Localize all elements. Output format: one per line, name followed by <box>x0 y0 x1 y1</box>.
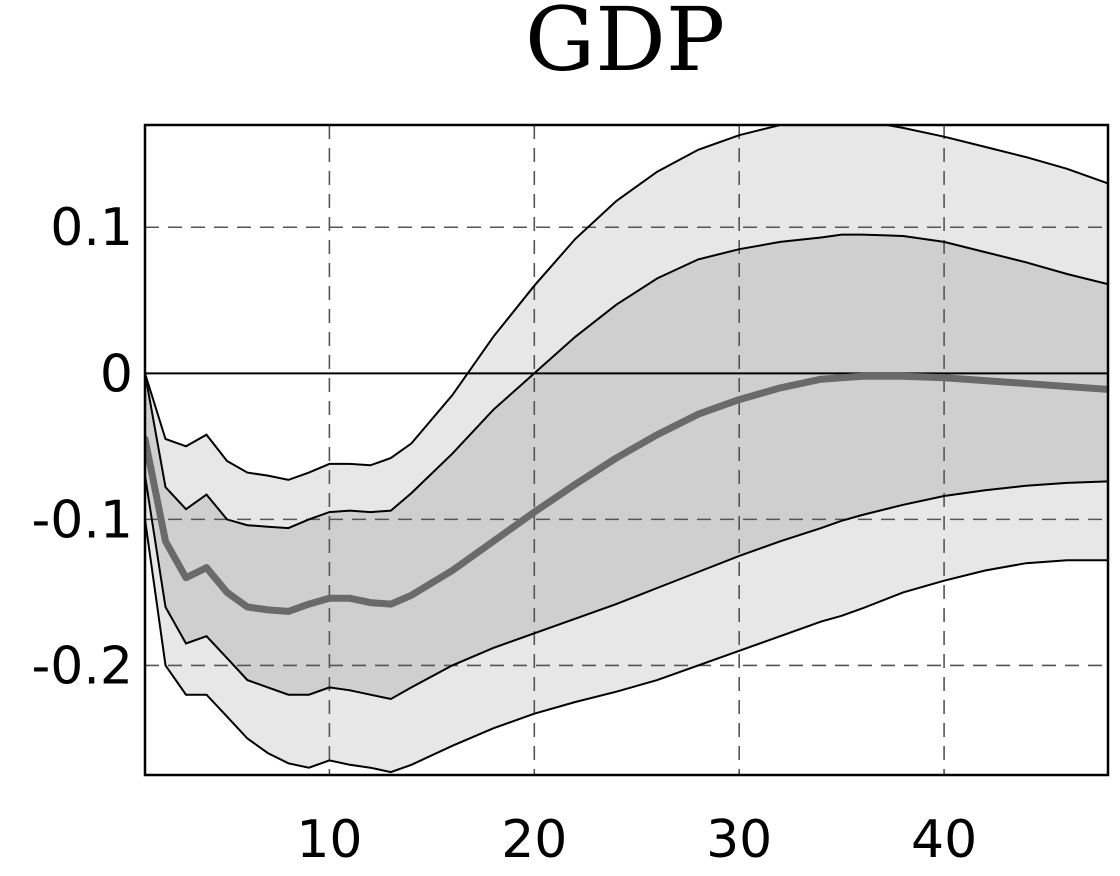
y-tick-label: 0 <box>100 344 133 404</box>
x-tick-labels: 10 20 30 40 <box>296 810 977 870</box>
band-edges <box>145 125 1108 774</box>
band-inner-upper-edge <box>145 233 1108 530</box>
confidence-bands <box>145 125 1108 773</box>
plot-frame <box>143 123 1110 777</box>
x-tick-label: 30 <box>706 810 772 870</box>
band-outer-upper-edge <box>145 125 1108 481</box>
band-inner <box>145 234 1108 699</box>
band-outer-lower-edge <box>145 519 1108 774</box>
y-tick-label: -0.1 <box>32 490 133 550</box>
y-tick-label: 0.1 <box>50 198 133 258</box>
band-inner-lower-edge <box>145 475 1108 701</box>
x-tick-label: 40 <box>911 810 977 870</box>
x-tick-label: 20 <box>501 810 567 870</box>
y-tick-labels: 0.1 0 -0.1 -0.2 <box>32 198 133 696</box>
median-line <box>145 372 1108 615</box>
y-tick-label: -0.2 <box>32 636 133 696</box>
x-tick-label: 10 <box>296 810 362 870</box>
chart-title: GDP <box>525 0 725 91</box>
grid-lines <box>145 125 1108 775</box>
